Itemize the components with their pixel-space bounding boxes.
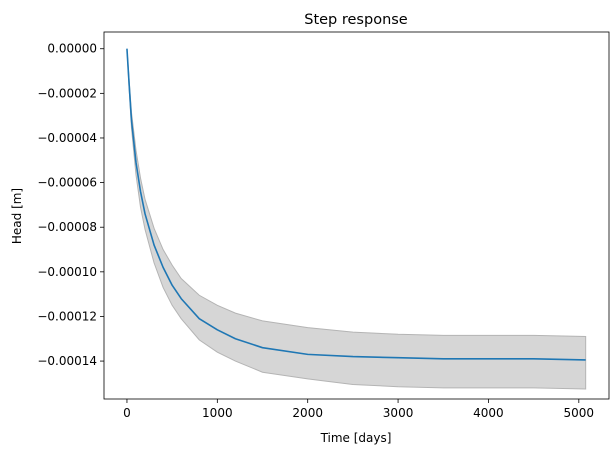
- y-tick-label: −0.00004: [37, 131, 97, 145]
- y-tick-label: −0.00010: [37, 265, 97, 279]
- y-tick-label: −0.00008: [37, 220, 97, 234]
- x-tick-label: 2000: [292, 406, 323, 420]
- series-line-0: [126, 48, 586, 361]
- y-tick-label: −0.00006: [37, 176, 97, 190]
- y-axis: 0.00000 −0.00002 −0.00004 −0.00006 −0.00008 −…: [37, 42, 104, 368]
- x-tick-label: 4000: [473, 406, 504, 420]
- plot-area: [126, 48, 587, 390]
- x-tick-label: 3000: [383, 406, 414, 420]
- chart-title: Step response: [304, 12, 408, 28]
- x-tick-label: 5000: [564, 406, 595, 420]
- y-tick-label: −0.00014: [37, 354, 97, 368]
- x-axis-label: Time [days]: [320, 431, 392, 445]
- y-tick-label: −0.00012: [37, 309, 97, 323]
- x-tick-label: 1000: [202, 406, 233, 420]
- y-tick-label: −0.00002: [37, 86, 97, 100]
- x-axis: 0 1000 2000 3000 4000 5000: [123, 399, 594, 420]
- plot-frame: [103, 31, 610, 400]
- confidence-band: [126, 48, 587, 390]
- x-tick-label: 0: [123, 406, 131, 420]
- y-axis-label: Head [m]: [10, 188, 24, 244]
- y-tick-label: 0.00000: [47, 42, 97, 56]
